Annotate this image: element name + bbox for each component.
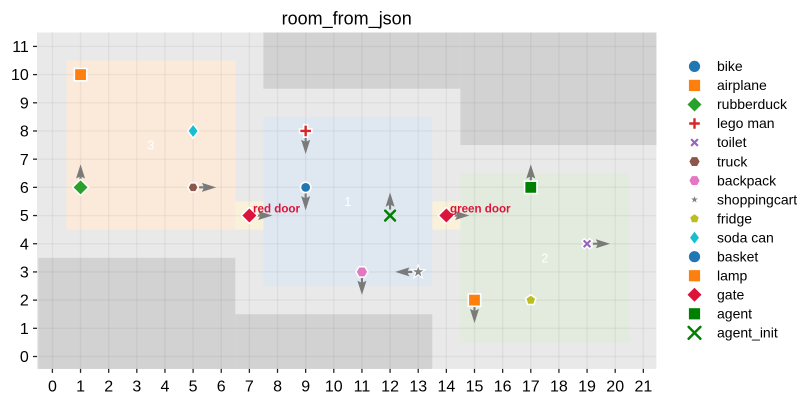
svg-text:fridge: fridge — [717, 210, 752, 226]
svg-text:16: 16 — [494, 378, 512, 395]
svg-text:0: 0 — [48, 378, 57, 395]
svg-text:14: 14 — [437, 378, 455, 395]
svg-text:6: 6 — [20, 180, 29, 197]
svg-text:3: 3 — [147, 139, 154, 153]
svg-text:4: 4 — [161, 378, 170, 395]
svg-text:18: 18 — [550, 378, 568, 395]
svg-text:15: 15 — [466, 378, 484, 395]
svg-text:backpack: backpack — [717, 172, 777, 188]
svg-text:room_from_json: room_from_json — [282, 9, 412, 30]
svg-text:11: 11 — [354, 378, 371, 395]
svg-text:agent: agent — [717, 305, 752, 321]
svg-text:red door: red door — [253, 202, 301, 215]
svg-text:truck: truck — [717, 153, 748, 169]
svg-text:shoppingcart: shoppingcart — [717, 191, 797, 207]
svg-text:6: 6 — [217, 378, 226, 395]
svg-text:basket: basket — [717, 248, 758, 264]
svg-text:2: 2 — [20, 293, 29, 310]
svg-text:soda can: soda can — [717, 229, 774, 245]
svg-text:0: 0 — [20, 349, 29, 366]
svg-text:21: 21 — [634, 378, 652, 395]
svg-text:green door: green door — [450, 202, 511, 215]
svg-text:2: 2 — [541, 251, 548, 265]
svg-text:19: 19 — [578, 378, 596, 395]
svg-text:8: 8 — [273, 378, 282, 395]
svg-text:2: 2 — [104, 378, 113, 395]
svg-text:3: 3 — [20, 265, 29, 282]
svg-text:5: 5 — [189, 378, 198, 395]
svg-text:rubberduck: rubberduck — [717, 96, 788, 112]
svg-text:airplane: airplane — [717, 77, 767, 93]
svg-text:10: 10 — [325, 378, 343, 395]
svg-text:10: 10 — [11, 67, 29, 84]
svg-text:lego man: lego man — [717, 115, 775, 131]
svg-text:agent_init: agent_init — [717, 325, 778, 341]
svg-text:4: 4 — [20, 236, 29, 253]
svg-text:20: 20 — [606, 378, 624, 395]
svg-text:7: 7 — [245, 378, 254, 395]
svg-text:gate: gate — [717, 286, 744, 302]
svg-text:lamp: lamp — [717, 267, 748, 283]
svg-text:1: 1 — [20, 321, 29, 338]
svg-text:toilet: toilet — [717, 134, 747, 150]
svg-text:5: 5 — [20, 208, 29, 225]
svg-text:7: 7 — [20, 152, 29, 169]
svg-text:9: 9 — [20, 95, 29, 112]
svg-text:3: 3 — [132, 378, 141, 395]
svg-text:9: 9 — [301, 378, 310, 395]
svg-text:12: 12 — [381, 378, 399, 395]
svg-text:17: 17 — [522, 378, 540, 395]
svg-text:8: 8 — [20, 124, 29, 141]
svg-text:bike: bike — [717, 58, 743, 74]
svg-text:1: 1 — [76, 378, 85, 395]
svg-text:11: 11 — [12, 39, 29, 56]
svg-text:1: 1 — [344, 195, 351, 209]
svg-text:13: 13 — [409, 378, 427, 395]
